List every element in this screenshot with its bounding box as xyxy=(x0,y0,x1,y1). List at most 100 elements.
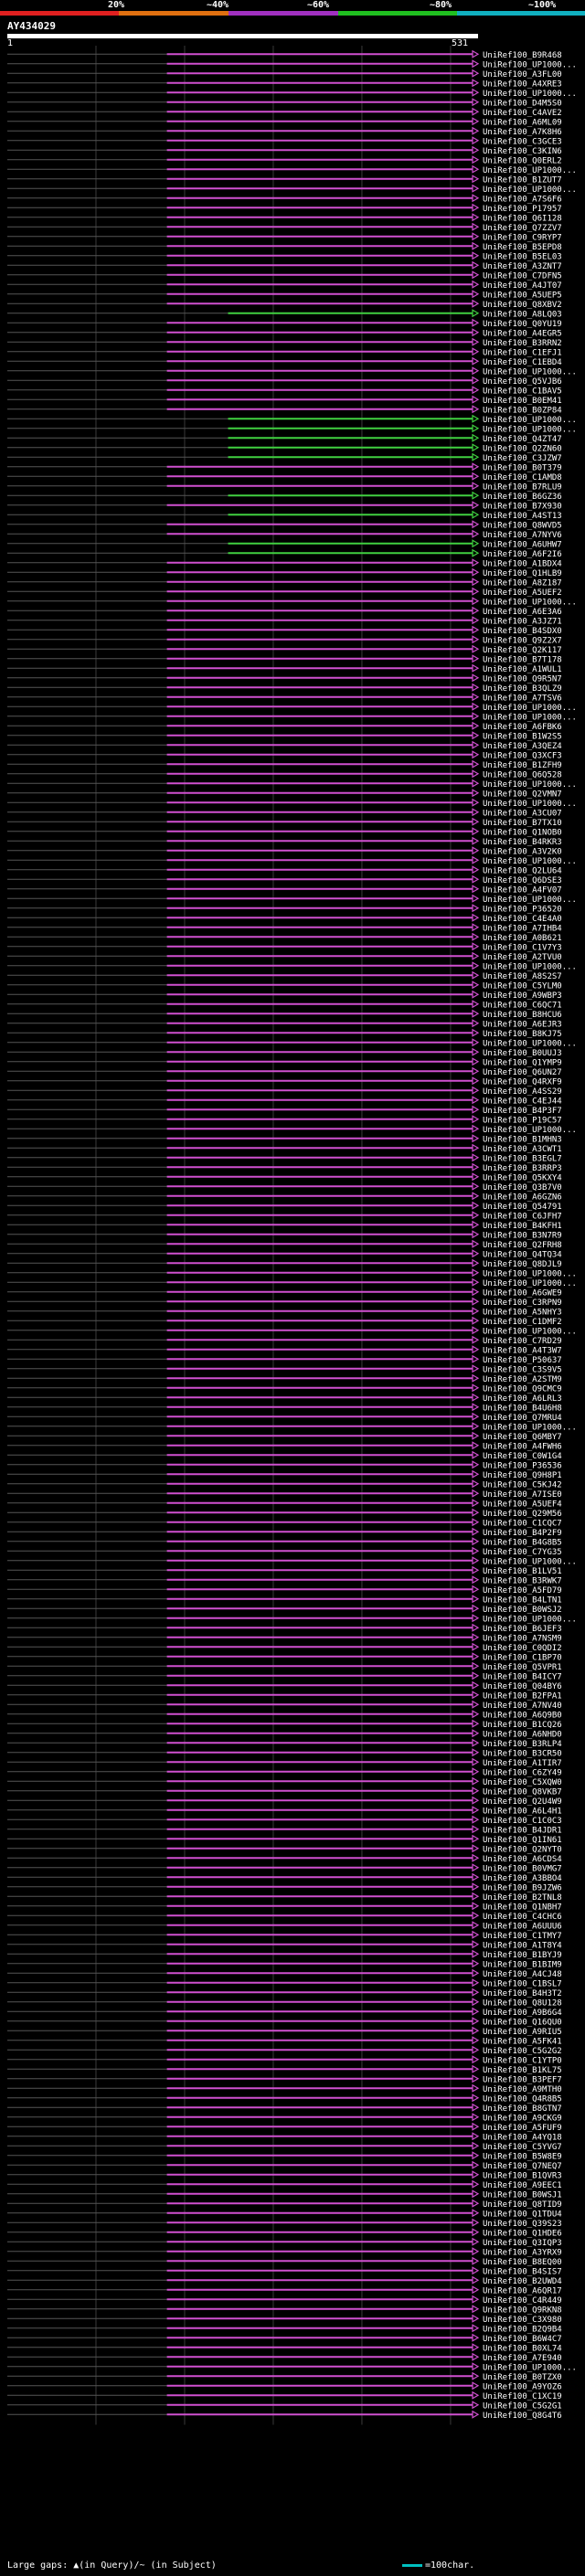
hit-row: UniRef100_A2STM9 xyxy=(7,1373,562,1384)
hit-arrow-icon xyxy=(472,693,480,702)
hit-arrow-icon xyxy=(472,529,480,538)
hit-row: UniRef100_A7K8H6 xyxy=(7,126,562,137)
hit-arrow-icon xyxy=(472,328,480,337)
hit-label: UniRef100_B1CQ26 xyxy=(483,1721,562,1730)
hit-row: UniRef100_Q16QU0 xyxy=(7,2017,562,2027)
hit-arrow-icon xyxy=(472,1182,480,1191)
hit-arrow-icon xyxy=(472,2305,480,2314)
hit-label: UniRef100_C1YTP0 xyxy=(483,2056,562,2065)
hit-row: UniRef100_B5EL03 xyxy=(7,251,562,261)
hit-label: UniRef100_UP1000... xyxy=(483,1557,577,1566)
hit-label: UniRef100_B7RLU9 xyxy=(483,482,562,492)
hit-arrow-icon xyxy=(472,712,480,721)
hit-arrow-icon xyxy=(472,2410,480,2419)
hit-row: UniRef100_UP1000... xyxy=(7,164,577,175)
hit-arrow-icon xyxy=(472,2324,480,2333)
hit-label: UniRef100_C6ZY49 xyxy=(483,1768,562,1777)
hit-arrow-icon xyxy=(472,951,480,960)
hit-arrow-icon xyxy=(472,1431,480,1440)
hit-arrow-icon xyxy=(472,290,480,299)
hit-row: UniRef100_Q5VPR1 xyxy=(7,1661,562,1672)
hit-label: UniRef100_B0ZP84 xyxy=(483,406,562,415)
legend-tick-80: ~80% xyxy=(430,0,452,10)
hit-label: UniRef100_A1T8Y4 xyxy=(483,1941,562,1950)
hit-label: UniRef100_Q8U128 xyxy=(483,1998,562,2008)
hit-label: UniRef100_B0T379 xyxy=(483,463,562,472)
hit-label: UniRef100_B7T178 xyxy=(483,655,562,664)
hit-row: UniRef100_Q2U4W9 xyxy=(7,1796,562,1807)
hit-label: UniRef100_Q2NYT0 xyxy=(483,1845,562,1854)
hit-row: UniRef100_C5YVG7 xyxy=(7,2141,562,2152)
hit-row: UniRef100_A6FBK6 xyxy=(7,721,562,732)
hit-label: UniRef100_A4FWH6 xyxy=(483,1442,562,1451)
hit-row: UniRef100_B6JEF3 xyxy=(7,1623,562,1634)
hit-arrow-icon xyxy=(472,1825,480,1834)
hit-arrow-icon xyxy=(472,616,480,625)
hit-label: UniRef100_B4H3T2 xyxy=(483,1989,562,1998)
hit-label: UniRef100_B3RWK7 xyxy=(483,1576,562,1585)
hit-label: UniRef100_UP1000... xyxy=(483,166,577,175)
hit-arrow-icon xyxy=(472,539,480,548)
hit-arrow-icon xyxy=(472,1028,480,1037)
scale-key-label: =100char. xyxy=(425,2560,475,2571)
legend-color-purple xyxy=(229,11,338,16)
hit-arrow-icon xyxy=(472,491,480,500)
hit-label: UniRef100_B2UWD4 xyxy=(483,2277,562,2286)
hit-label: UniRef100_A6Q9B0 xyxy=(483,1711,562,1720)
hit-arrow-icon xyxy=(472,1153,480,1162)
hit-row: UniRef100_B7RLU9 xyxy=(7,482,562,492)
hit-arrow-icon xyxy=(472,779,480,788)
hit-row: UniRef100_A6QR17 xyxy=(7,2285,562,2295)
hit-arrow-icon xyxy=(472,702,480,711)
hit-label: UniRef100_Q2ZN60 xyxy=(483,444,562,453)
hit-label: UniRef100_C5XQW0 xyxy=(483,1778,562,1787)
hit-row: UniRef100_UP1000... xyxy=(7,1422,577,1432)
hit-label: UniRef100_C1AMD8 xyxy=(483,473,562,482)
hit-row: UniRef100_B0WSJ2 xyxy=(7,1604,562,1615)
hit-arrow-icon xyxy=(472,1268,480,1277)
hit-label: UniRef100_Q9H8P1 xyxy=(483,1471,562,1480)
hit-label: UniRef100_UP1000... xyxy=(483,598,577,607)
hit-label: UniRef100_B1QVR3 xyxy=(483,2171,562,2180)
hit-arrow-icon xyxy=(472,280,480,289)
hit-row: UniRef100_Q3XCF3 xyxy=(7,750,562,760)
hit-arrow-icon xyxy=(472,2343,480,2352)
hit-arrow-icon xyxy=(472,1134,480,1143)
hit-row: UniRef100_B1QVR3 xyxy=(7,2170,562,2180)
hit-arrow-icon xyxy=(472,2352,480,2361)
hit-row: UniRef100_A7IHB4 xyxy=(7,923,562,933)
hit-row: UniRef100_P36520 xyxy=(7,904,562,914)
hit-arrow-icon xyxy=(472,1661,480,1670)
hit-arrow-icon xyxy=(472,1633,480,1642)
hit-label: UniRef100_B4SDX0 xyxy=(483,627,562,636)
hit-label: UniRef100_C1BP70 xyxy=(483,1653,562,1662)
hit-label: UniRef100_C0QDI2 xyxy=(483,1644,562,1653)
hit-row: UniRef100_UP1000... xyxy=(7,597,577,607)
hit-label: UniRef100_B7X930 xyxy=(483,502,562,511)
hit-arrow-icon xyxy=(472,2122,480,2131)
hit-row: UniRef100_C6JFH7 xyxy=(7,1211,562,1221)
hit-row: UniRef100_A5UEF4 xyxy=(7,1499,562,1509)
hit-label: UniRef100_UP1000... xyxy=(483,1279,577,1288)
hit-arrow-icon xyxy=(472,1902,480,1911)
hit-arrow-icon xyxy=(472,808,480,817)
hit-arrow-icon xyxy=(472,1373,480,1383)
hit-row: UniRef100_B4P3F7 xyxy=(7,1105,562,1116)
hit-row: UniRef100_Q7ZZV7 xyxy=(7,222,562,233)
hit-row: UniRef100_A4CJ48 xyxy=(7,1968,562,1979)
hit-row: UniRef100_D4M5S0 xyxy=(7,98,562,108)
hit-label: UniRef100_A6NHD0 xyxy=(483,1730,562,1739)
hit-row: UniRef100_A5FUF9 xyxy=(7,2122,562,2133)
hit-arrow-icon xyxy=(472,1844,480,1853)
hit-arrow-icon xyxy=(472,309,480,318)
query-id: AY434029 xyxy=(7,20,56,32)
hit-label: UniRef100_Q1YMP9 xyxy=(483,1058,562,1067)
hit-label: UniRef100_Q0ERL2 xyxy=(483,156,562,165)
hit-label: UniRef100_C4R449 xyxy=(483,2296,562,2306)
hit-label: UniRef100_B8KJ75 xyxy=(483,1030,562,1039)
hit-label: UniRef100_A8Z187 xyxy=(483,578,562,588)
hit-arrow-icon xyxy=(472,817,480,826)
hit-label: UniRef100_A1BDX4 xyxy=(483,559,562,568)
hit-row: UniRef100_B2Q9B4 xyxy=(7,2324,562,2334)
hit-arrow-icon xyxy=(472,913,480,922)
